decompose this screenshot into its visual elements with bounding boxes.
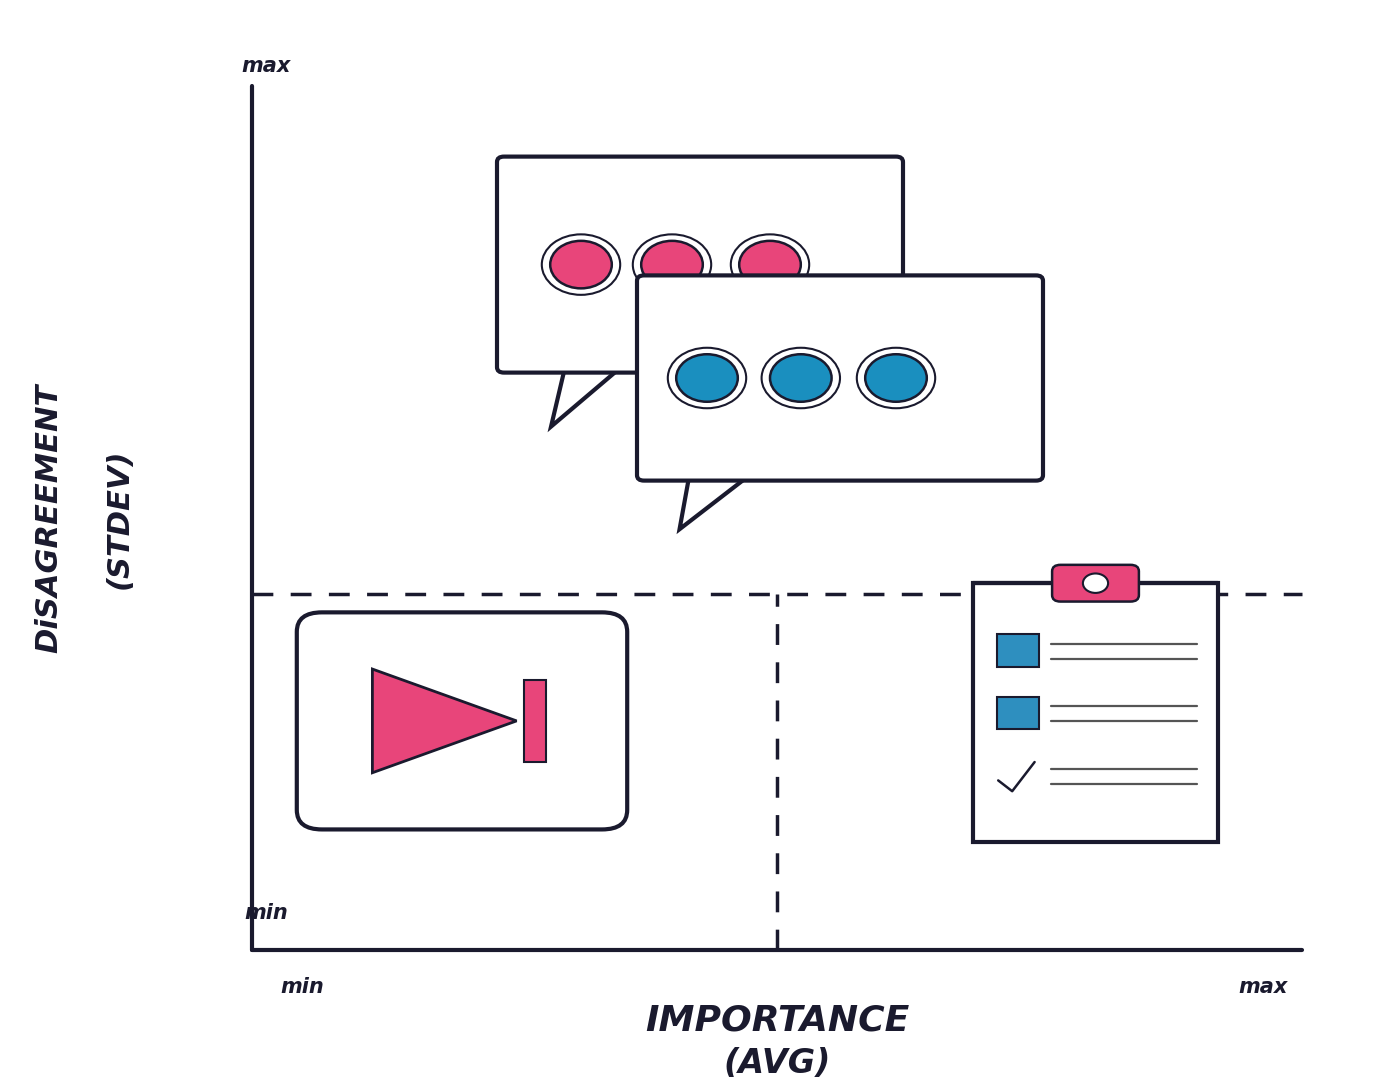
FancyBboxPatch shape	[637, 275, 1043, 481]
FancyBboxPatch shape	[524, 680, 546, 762]
Text: IMPORTANCE: IMPORTANCE	[645, 1003, 909, 1038]
FancyBboxPatch shape	[297, 612, 627, 829]
FancyBboxPatch shape	[997, 697, 1039, 729]
FancyBboxPatch shape	[997, 634, 1039, 666]
Text: (AVG): (AVG)	[724, 1048, 830, 1080]
Polygon shape	[679, 475, 749, 529]
Circle shape	[1084, 573, 1109, 593]
Circle shape	[739, 241, 801, 288]
Text: max: max	[1239, 977, 1288, 998]
Circle shape	[770, 354, 832, 402]
Polygon shape	[552, 367, 622, 427]
Circle shape	[865, 354, 927, 402]
Text: DiSAGREEMENT: DiSAGREEMENT	[35, 383, 63, 653]
FancyBboxPatch shape	[497, 157, 903, 373]
Text: (STDEV): (STDEV)	[105, 448, 133, 589]
FancyBboxPatch shape	[1053, 565, 1138, 602]
Circle shape	[550, 241, 612, 288]
Text: max: max	[241, 55, 291, 76]
Circle shape	[641, 241, 703, 288]
FancyBboxPatch shape	[973, 583, 1218, 842]
Polygon shape	[372, 669, 517, 773]
Circle shape	[676, 354, 738, 402]
Text: min: min	[244, 903, 288, 923]
Text: min: min	[280, 977, 323, 998]
